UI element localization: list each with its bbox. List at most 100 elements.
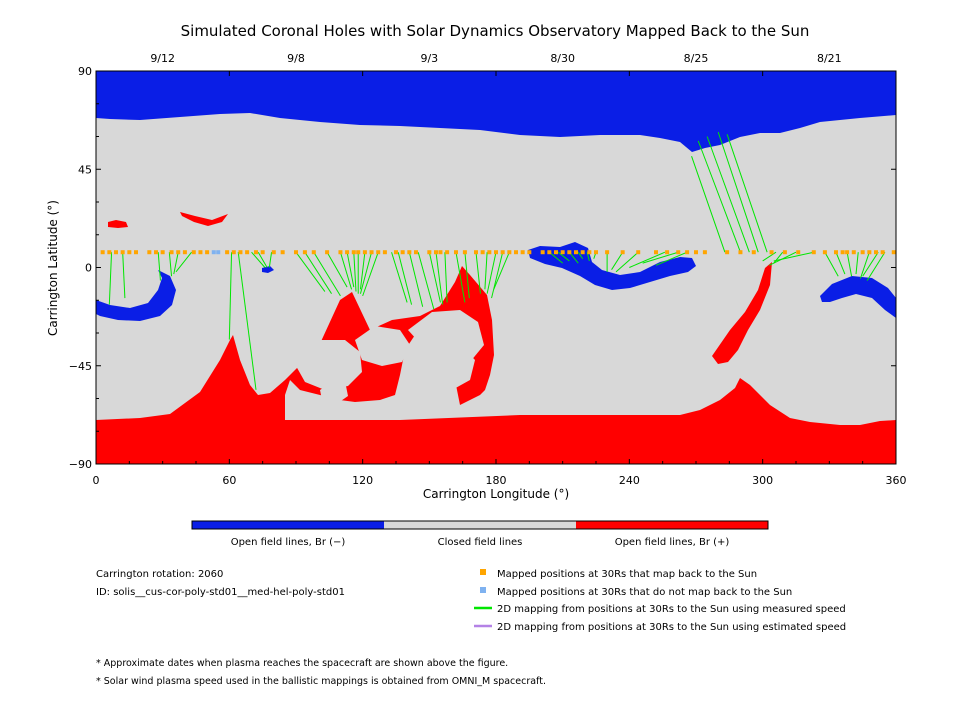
- mapping-line: [435, 252, 444, 305]
- mapping-line: [397, 252, 413, 305]
- mapped-point: [860, 250, 865, 255]
- mapped-point: [454, 250, 458, 255]
- mapping-line: [339, 252, 353, 290]
- mapped-point: [840, 250, 845, 255]
- mapped-point: [594, 250, 598, 255]
- mapped-point: [694, 250, 698, 255]
- mapping-line: [108, 252, 113, 305]
- closed-island-3: [408, 310, 484, 362]
- mapped-point: [434, 250, 438, 255]
- mapping-line: [362, 252, 379, 297]
- x-tick-label: 120: [352, 474, 373, 487]
- mapped-point: [191, 250, 196, 255]
- mapped-point: [527, 250, 532, 255]
- mapped-point: [400, 250, 405, 255]
- mapping-line: [773, 251, 784, 264]
- mapping-line: [491, 252, 504, 299]
- date-label: 8/30: [550, 52, 575, 65]
- x-axis-label: Carrington Longitude (°): [423, 487, 569, 501]
- mapping-line: [251, 251, 266, 268]
- mapped-point: [376, 250, 381, 255]
- date-label: 8/25: [684, 52, 709, 65]
- y-tick-label: −90: [69, 458, 92, 471]
- closed-island-1: [296, 340, 362, 390]
- mapping-line: [611, 251, 624, 270]
- mapped-point: [554, 250, 558, 255]
- mapped-point: [338, 250, 343, 255]
- mapping-line: [726, 134, 768, 253]
- mapped-point: [891, 250, 896, 255]
- x-tick-label: 360: [886, 474, 907, 487]
- mapped-point: [738, 250, 743, 255]
- mapped-point: [294, 250, 298, 255]
- mapped-point: [620, 250, 625, 255]
- mapped-point: [107, 250, 112, 255]
- mapped-point: [822, 250, 827, 255]
- mapped-point: [702, 250, 707, 255]
- x-tick-label: 60: [222, 474, 236, 487]
- mapped-point: [845, 250, 850, 255]
- colorbar-label-closed: Closed field lines: [438, 537, 523, 548]
- mapping-line: [697, 140, 741, 253]
- south-positive-coronal-hole: [96, 266, 896, 464]
- mapping-line: [353, 252, 357, 292]
- positive-blob-1: [108, 220, 128, 228]
- mapped-point: [302, 250, 307, 255]
- mapped-point: [147, 250, 152, 255]
- top-date-labels: 9/12 9/8 9/3 8/30 8/25 8/21: [150, 52, 841, 65]
- legend-text-estimated: 2D mapping from positions at 30Rs to the…: [497, 622, 846, 633]
- mapping-line: [824, 251, 839, 277]
- y-axis-label: Carrington Latitude (°): [46, 200, 60, 336]
- mapped-point: [462, 250, 467, 255]
- mapped-point: [480, 250, 485, 255]
- date-label: 8/21: [817, 52, 842, 65]
- mapped-point: [834, 250, 838, 255]
- mapping-line: [859, 252, 870, 279]
- mapping-line: [549, 251, 563, 264]
- colorbar-closed: [384, 521, 576, 529]
- x-axis-ticks: 0 60 120 180 240 300 360: [93, 71, 907, 487]
- mapped-point: [114, 250, 118, 255]
- mapped-point: [414, 250, 418, 255]
- mapped-point: [867, 250, 872, 255]
- mapping-line: [455, 252, 466, 303]
- mapped-point: [238, 250, 243, 255]
- mapped-point: [782, 250, 787, 255]
- mapping-line: [475, 252, 481, 294]
- mapping-line: [464, 252, 470, 299]
- y-tick-label: 90: [78, 65, 92, 78]
- positive-tongue-east: [712, 262, 772, 364]
- mapping-line: [313, 251, 341, 297]
- mapped-point: [362, 250, 367, 255]
- mapping-line: [762, 251, 777, 262]
- date-label: 9/3: [420, 52, 438, 65]
- mapped-point: [685, 250, 690, 255]
- mapping-line: [326, 251, 348, 288]
- mapped-point: [574, 250, 578, 255]
- mapping-line: [346, 252, 355, 288]
- mapped-point: [560, 250, 565, 255]
- closed-island-4: [420, 346, 475, 390]
- mapped-point: [182, 250, 187, 255]
- mapping-line: [484, 252, 488, 290]
- mapping-line: [615, 251, 639, 273]
- mapped-point: [134, 250, 138, 255]
- mapped-point: [169, 250, 174, 255]
- y-tick-label: −45: [69, 360, 92, 373]
- mapping-line: [862, 251, 879, 277]
- mapped-point: [160, 250, 165, 255]
- closed-island-5: [320, 382, 348, 403]
- mapping-line: [855, 252, 859, 275]
- mapped-point: [487, 250, 492, 255]
- mapped-point: [120, 250, 125, 255]
- unmapped-point: [211, 250, 216, 255]
- mapped-point: [605, 250, 610, 255]
- mapped-point: [676, 250, 681, 255]
- mapped-point: [427, 250, 432, 255]
- mapping-line: [122, 252, 126, 299]
- negative-hole-east: [820, 276, 896, 318]
- mapped-point: [851, 250, 856, 255]
- mapped-point: [369, 250, 374, 255]
- x-tick-label: 180: [486, 474, 507, 487]
